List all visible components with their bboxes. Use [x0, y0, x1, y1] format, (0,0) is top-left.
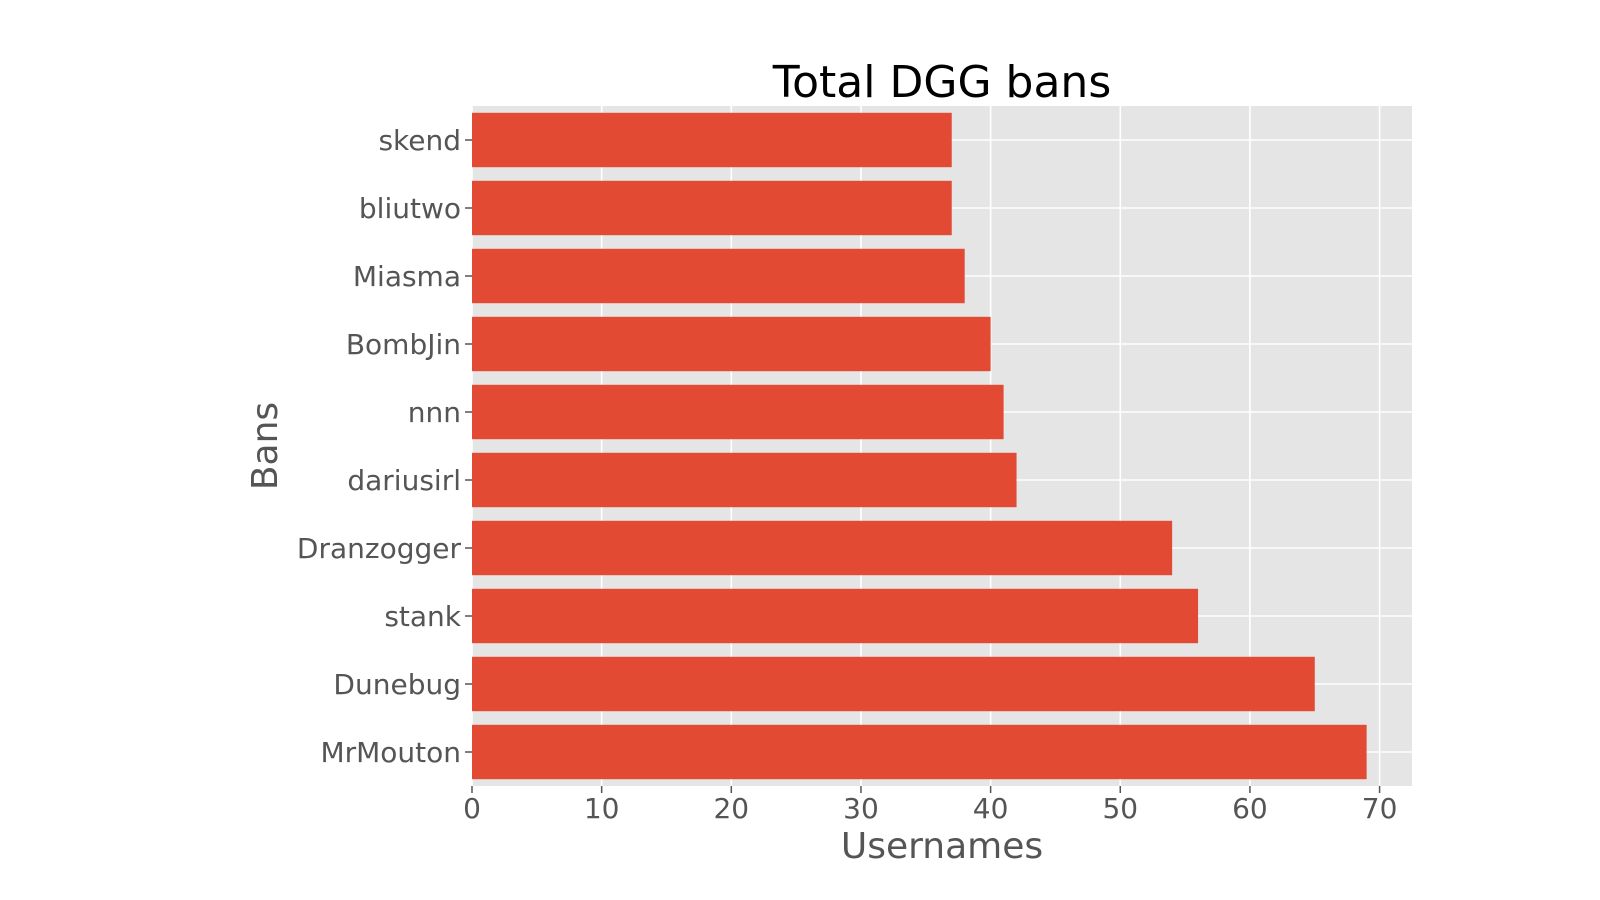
x-axis-title: Usernames	[841, 826, 1043, 867]
bar	[472, 452, 1017, 508]
y-tick-label: dariusirl	[347, 464, 461, 497]
bar	[472, 316, 991, 372]
bar	[472, 384, 1004, 440]
y-axis-title: Bans	[245, 402, 286, 490]
bar	[472, 656, 1315, 712]
bar	[472, 588, 1199, 644]
y-tick-label: Dunebug	[333, 668, 461, 701]
x-tick-label: 10	[584, 792, 620, 825]
chart-title: Total DGG bans	[772, 57, 1112, 108]
x-tick-label: 40	[973, 792, 1009, 825]
y-tick-label: BombJin	[346, 328, 461, 361]
y-tick-label: nnn	[408, 396, 461, 429]
x-tick-label: 30	[843, 792, 879, 825]
y-tick-label: Miasma	[353, 260, 461, 293]
x-tick-label: 20	[713, 792, 749, 825]
x-tick-label: 60	[1232, 792, 1268, 825]
bar	[472, 180, 952, 236]
bars	[472, 112, 1367, 780]
y-tick-label: bliutwo	[359, 192, 461, 225]
x-tick-label: 50	[1102, 792, 1138, 825]
bar	[472, 248, 965, 304]
bar	[472, 520, 1173, 576]
x-axis-ticks: 0 10 20 30 40 50 60 70	[463, 786, 1397, 825]
y-tick-label: MrMouton	[320, 736, 461, 769]
x-tick-label: 70	[1362, 792, 1398, 825]
bar	[472, 724, 1367, 780]
y-tick-label: Dranzogger	[297, 532, 462, 565]
bar	[472, 112, 952, 168]
y-tick-label: skend	[378, 124, 461, 157]
y-tick-label: stank	[384, 600, 461, 633]
y-axis-ticks: MrMouton Dunebug stank Dranzogger dariusirl n…	[297, 124, 472, 769]
x-tick-label: 0	[463, 792, 481, 825]
